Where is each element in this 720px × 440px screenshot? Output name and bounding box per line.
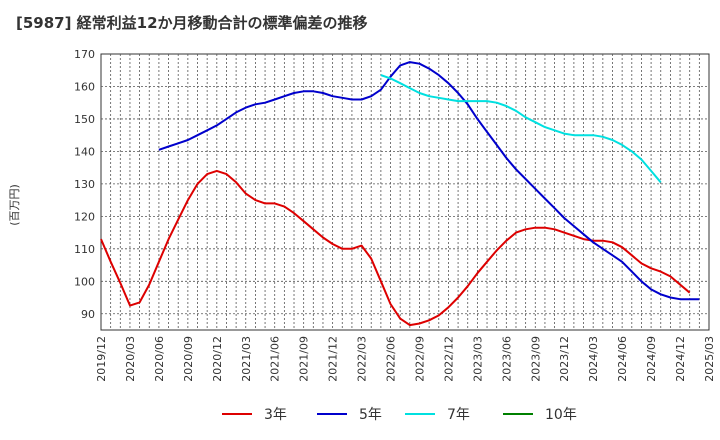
x-tick-label: 2020/06 xyxy=(153,336,166,382)
x-tick-label: 2024/06 xyxy=(616,336,629,382)
x-tick-label: 2020/03 xyxy=(124,336,137,382)
x-tick-label: 2025/03 xyxy=(703,336,716,382)
legend-label-3: 7年 xyxy=(447,407,470,423)
legend-label-4: 10年 xyxy=(545,407,577,423)
x-tick-label: 2022/03 xyxy=(356,336,369,382)
x-tick-label: 2022/12 xyxy=(442,336,455,382)
x-tick-label: 2021/03 xyxy=(240,336,253,382)
x-tick-label: 2022/06 xyxy=(385,336,398,382)
y-axis-label: (百万円) xyxy=(8,184,21,226)
y-tick-label: 160 xyxy=(74,80,95,93)
x-tick-label: 2023/09 xyxy=(529,336,542,382)
x-tick-label: 2023/03 xyxy=(471,336,484,382)
x-tick-label: 2024/09 xyxy=(645,336,658,382)
x-tick-label: 2023/12 xyxy=(558,336,571,382)
x-tick-label: 2020/09 xyxy=(182,336,195,382)
plot-area xyxy=(100,53,710,331)
chart-title: [5987] 経常利益12か月移動合計の標準偏差の推移 xyxy=(16,14,368,32)
x-tick-label: 2021/09 xyxy=(298,336,311,382)
y-tick-label: 110 xyxy=(74,243,95,256)
y-tick-label: 90 xyxy=(81,308,95,321)
y-tick-label: 140 xyxy=(74,145,95,158)
x-tick-label: 2019/12 xyxy=(95,336,108,382)
x-tick-label: 2021/12 xyxy=(327,336,340,382)
x-tick-label: 2021/06 xyxy=(269,336,282,382)
series-line-3 xyxy=(380,74,662,183)
x-tick-label: 2022/09 xyxy=(413,336,426,382)
x-tick-label: 2024/03 xyxy=(587,336,600,382)
x-tick-label: 2024/12 xyxy=(674,336,687,382)
y-tick-label: 150 xyxy=(74,113,95,126)
y-tick-label: 130 xyxy=(74,178,95,191)
legend-label-1: 3年 xyxy=(264,407,287,423)
series-line-2 xyxy=(158,61,700,301)
y-tick-label: 120 xyxy=(74,210,95,223)
y-tick-label: 170 xyxy=(74,48,95,61)
legend-label-2: 5年 xyxy=(359,407,382,423)
x-tick-label: 2023/06 xyxy=(500,336,513,382)
y-tick-label: 100 xyxy=(74,275,95,288)
x-tick-label: 2020/12 xyxy=(211,336,224,382)
